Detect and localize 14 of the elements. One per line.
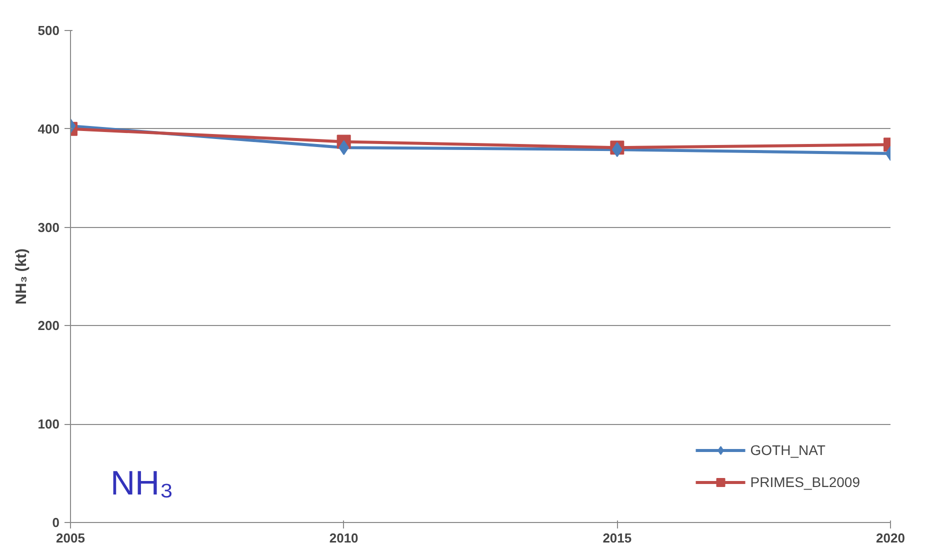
x-tick-label: 2020	[876, 530, 905, 546]
y-tick-label: 500	[38, 23, 60, 38]
y-tick-label: 100	[38, 416, 60, 432]
y-tick-label: 300	[38, 220, 60, 235]
y-tick-label: 200	[38, 318, 60, 334]
x-tick-label: 2010	[329, 530, 358, 546]
legend-label: GOTH_NAT	[750, 442, 826, 458]
x-tick-label: 2005	[56, 530, 85, 546]
y-tick-label: 0	[52, 515, 60, 530]
x-tick-label: 2015	[602, 530, 632, 546]
legend-label: PRIMES_BL2009	[750, 474, 860, 490]
y-axis-title: NH₃ (kt)	[12, 248, 30, 305]
annotation: NH₃	[110, 464, 174, 502]
y-tick-label: 400	[38, 121, 60, 136]
